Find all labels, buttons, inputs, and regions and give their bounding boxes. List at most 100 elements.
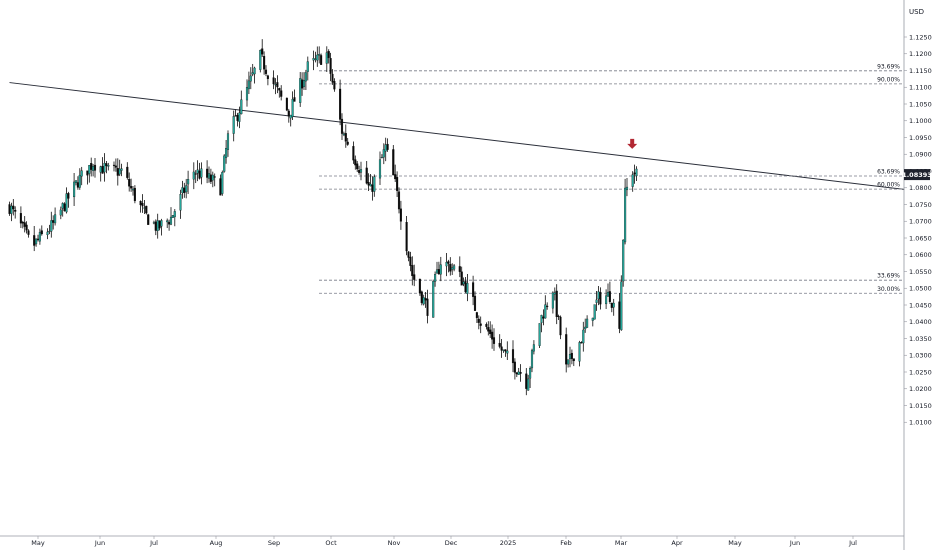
y-tick-label: 1.10500 (909, 100, 932, 108)
candle-body (166, 220, 169, 223)
candle-body (306, 61, 309, 72)
candle-body (179, 194, 182, 211)
candle-body (200, 168, 203, 178)
candle-body (487, 326, 490, 332)
candle-body (546, 305, 549, 307)
candle-body (131, 188, 135, 191)
candle-body (633, 172, 636, 175)
candle-body (264, 69, 268, 74)
candle-body (519, 372, 522, 374)
candle-body (19, 213, 22, 224)
candle-body (274, 84, 277, 86)
candle-body (107, 165, 110, 167)
candle-body (143, 207, 146, 209)
candle-body (397, 191, 401, 210)
candle-body (631, 174, 634, 187)
candle-body (65, 193, 68, 213)
candle-body (620, 281, 623, 331)
candle-body (339, 88, 342, 120)
candle-body (236, 114, 239, 121)
candle-body (346, 141, 349, 145)
candle-body (586, 318, 589, 328)
candle-body (99, 166, 102, 173)
candle-body (120, 168, 123, 171)
candle-body (420, 291, 423, 304)
candle-body (33, 235, 36, 246)
candle-body (139, 201, 142, 206)
candle-body (211, 174, 214, 181)
y-tick-label: 1.06500 (909, 234, 932, 242)
candle-body (221, 172, 224, 194)
candle-body (8, 204, 11, 214)
candle-body (61, 203, 64, 209)
candle-body (327, 51, 330, 59)
candle-body (25, 224, 28, 231)
candle-body (67, 193, 70, 199)
candle-body (568, 354, 572, 360)
candle-body (266, 75, 269, 80)
candle-body (477, 318, 480, 323)
candle-body (557, 315, 560, 318)
candle-body (386, 143, 389, 150)
current-price-tag (904, 169, 930, 181)
y-tick-label: 1.02500 (909, 368, 932, 376)
candle-body (219, 178, 222, 196)
candle-body (314, 58, 317, 60)
candle-body (78, 174, 81, 188)
candle-body (52, 220, 55, 223)
candle-body (369, 183, 372, 187)
candle-body (517, 371, 520, 375)
candle-body (352, 146, 355, 161)
candle-body (329, 58, 332, 74)
candle-body (320, 55, 323, 65)
candle-body (506, 350, 509, 354)
y-tick-label: 1.06000 (909, 251, 932, 259)
candle-body (597, 291, 600, 300)
candle-body (344, 133, 347, 142)
y-tick-label: 1.04500 (909, 301, 932, 309)
candle-body (74, 180, 78, 184)
candle-body (451, 267, 454, 270)
candle-body (302, 80, 306, 87)
candle-body (114, 165, 117, 168)
candle-body (240, 99, 243, 115)
candle-body (618, 301, 621, 329)
candle-body (396, 177, 399, 191)
candle-body (207, 173, 211, 179)
trendline-layer (9, 82, 905, 190)
candle-body (610, 302, 613, 308)
candle-body (169, 216, 173, 225)
candle-body (439, 264, 442, 275)
candle-body (12, 205, 15, 210)
candle-body (325, 52, 328, 64)
candle-body (472, 282, 475, 297)
candle-body (453, 265, 456, 270)
candle-body (378, 159, 382, 179)
candle-body (584, 326, 587, 330)
x-tick-label: Dec (445, 539, 458, 547)
x-tick-label: Feb (560, 539, 572, 547)
candle-body (358, 170, 361, 173)
candle-body (225, 148, 228, 158)
candle-body (73, 181, 76, 198)
candle-body (622, 239, 625, 282)
y-tick-label: 1.11000 (909, 84, 932, 92)
candle-body (544, 304, 547, 319)
candle-body (105, 163, 108, 167)
candle-body (234, 115, 237, 117)
x-tick-label: 2025 (500, 539, 517, 547)
candle-body (466, 283, 469, 294)
candle-body (289, 114, 292, 119)
trendline (9, 82, 905, 190)
candle-body (128, 178, 131, 187)
candle-body (118, 168, 121, 175)
candle-body (582, 329, 585, 344)
fib-level-label: 90.00% (877, 76, 900, 83)
candle-body (126, 166, 129, 178)
candle-body (542, 316, 545, 319)
fib-levels-layer: 93.69% 90.00% 63.69% 60.00% 33.69% 30.00% (319, 63, 903, 294)
x-tick-label: Nov (388, 539, 401, 547)
candle-body (259, 50, 262, 70)
candle-body (340, 118, 344, 134)
